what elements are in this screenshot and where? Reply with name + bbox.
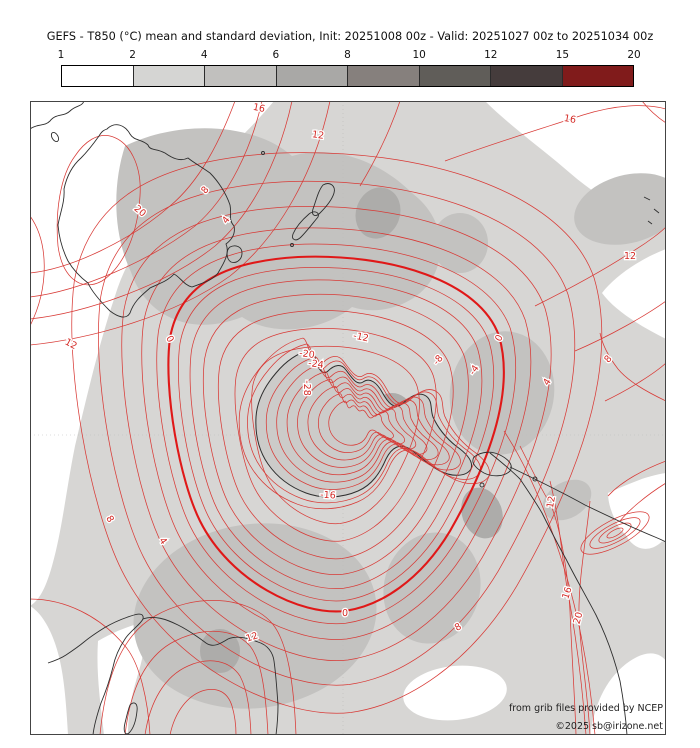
colorbar-tick: 4 (200, 49, 208, 61)
coast-timor (50, 131, 60, 143)
coast-tasmania (226, 245, 243, 263)
colorbar-tick: 20 (627, 49, 641, 61)
contour-value-label: -12 (352, 330, 369, 344)
antarctica-landmass (255, 349, 473, 498)
coast-indonesia (30, 101, 85, 130)
coast-new-zealand-south (292, 211, 319, 241)
colorbar-segment (62, 66, 134, 86)
colorbar-segment (205, 66, 277, 86)
colorbar-tick: 2 (129, 49, 136, 61)
coast-madagascar (123, 702, 138, 735)
colorbar-segment (276, 66, 348, 86)
colorbar-scale (61, 65, 634, 87)
contour-value-label: -28 (301, 380, 312, 396)
coast-africa-east (142, 616, 279, 735)
map-frame (30, 101, 666, 735)
contour-value-label: 16 (252, 102, 266, 115)
contour-value-label: -16 (320, 489, 336, 501)
contour-value-label: 12 (245, 630, 260, 644)
colorbar-tick: 15 (555, 49, 570, 61)
colorbar-segment (491, 66, 563, 86)
coast-australia (57, 124, 235, 318)
coast-edge-islets (643, 196, 660, 225)
coast-stewart-island (290, 243, 294, 247)
page-title: GEFS - T850 (°C) mean and standard devia… (46, 30, 654, 43)
colorbar-segment (348, 66, 420, 86)
credit-source: from grib files provided by NCEP (508, 703, 663, 714)
contour-value-label: -24 (307, 358, 324, 371)
colorbar-tick: 1 (57, 49, 65, 61)
coast-small-island (261, 151, 265, 155)
coast-island-speck (479, 482, 485, 488)
colorbar-tick: 12 (484, 49, 498, 61)
contour-value-label: 0 (342, 608, 349, 619)
colorbar-tick: 6 (272, 49, 280, 61)
coast-south-america-west (489, 452, 628, 735)
colorbar-tick-labels: 1 2 4 6 8 10 12 15 20 (57, 49, 641, 63)
colorbar-segment (133, 66, 205, 86)
contour-value-label: 16 (563, 113, 577, 126)
colorbar-segment (562, 66, 633, 86)
contour-value-label: 16 (560, 586, 574, 601)
coast-tierra-del-fuego (472, 451, 512, 477)
colorbar-tick: 10 (412, 49, 426, 61)
coast-falkland (532, 476, 538, 482)
contour-value-label: 12 (311, 129, 325, 142)
contour-value-label: 12 (545, 495, 558, 509)
contour-value-label: 12 (624, 251, 636, 262)
coastlines (30, 101, 666, 735)
coast-new-zealand-north (312, 183, 335, 216)
colorbar-tick: 8 (344, 49, 351, 61)
colorbar: 1 2 4 6 8 10 12 15 20 (57, 49, 641, 87)
mean-temp-contours (30, 101, 666, 735)
contour-value-label: -20 (298, 348, 315, 361)
coast-south-america-east (509, 466, 666, 543)
contour-value-label: 20 (572, 611, 586, 626)
credit-copyright: ©2025 sb@irizone.net (555, 721, 663, 732)
coast-africa-west (47, 613, 144, 735)
colorbar-segment (419, 66, 491, 86)
